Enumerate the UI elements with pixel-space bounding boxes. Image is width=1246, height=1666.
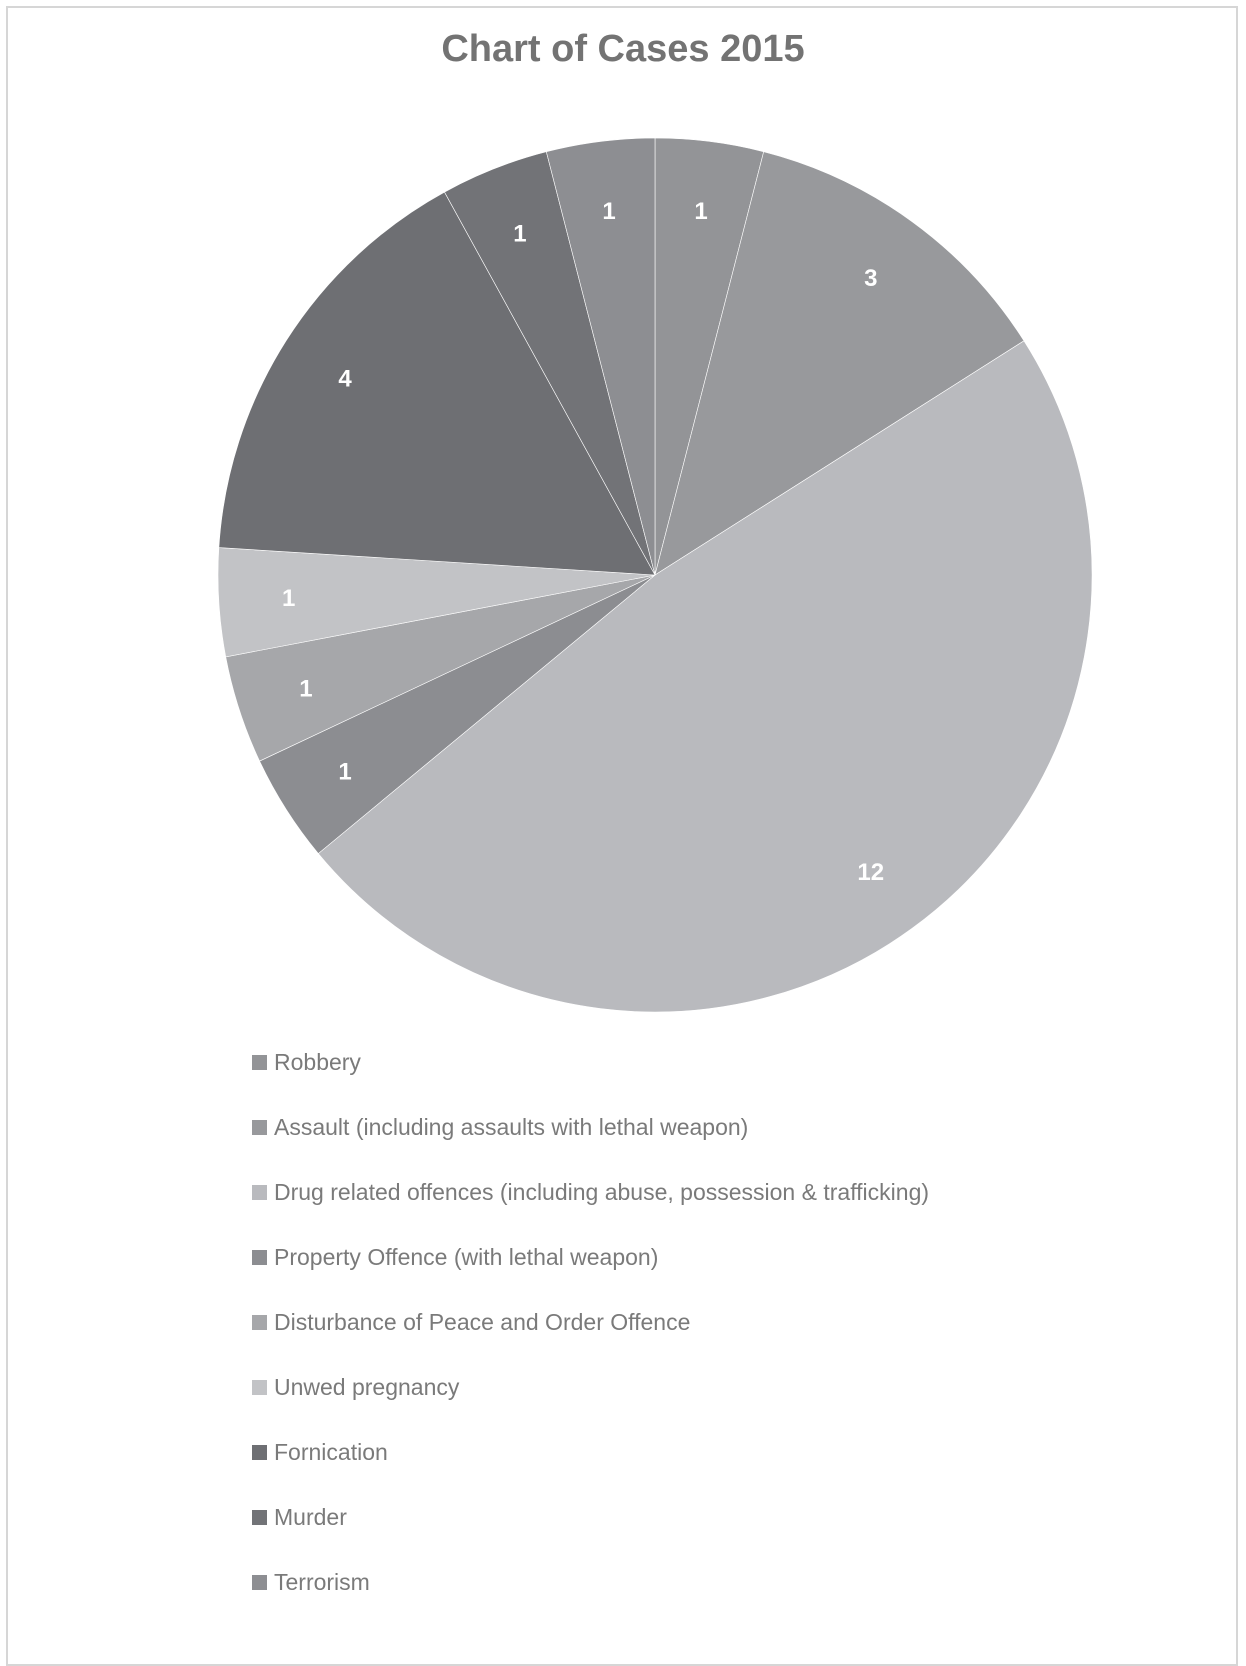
legend-item-terrorism: Terrorism [252, 1550, 929, 1615]
legend-item-robbery: Robbery [252, 1030, 929, 1095]
legend-item-property-offence-with-lethal-weapon: Property Offence (with lethal weapon) [252, 1225, 929, 1290]
data-label-unwed-pregnancy: 1 [282, 585, 295, 612]
data-label-robbery: 1 [694, 198, 707, 225]
legend-item-disturbance-of-peace-and-order-offence: Disturbance of Peace and Order Offence [252, 1290, 929, 1355]
legend-label: Unwed pregnancy [274, 1374, 460, 1400]
pie-slice-assault-including-assaults-with-lethal-weapon [654, 151, 1025, 576]
legend-label: Drug related offences (including abuse, … [274, 1179, 930, 1205]
legend-label: Terrorism [274, 1569, 370, 1595]
pie-slice-drug-related-offences-including-abuse-possession-trafficking [317, 340, 1093, 1013]
legend-swatch [252, 1120, 267, 1135]
data-label-terrorism: 1 [602, 198, 615, 225]
data-label-disturbance-of-peace-and-order-offence: 1 [299, 675, 312, 702]
legend-swatch [252, 1185, 267, 1200]
legend-swatch [252, 1510, 267, 1525]
legend-label: Disturbance of Peace and Order Offence [274, 1309, 691, 1335]
pie-slice-terrorism [545, 137, 656, 576]
legend-swatch [252, 1445, 267, 1460]
legend-swatch [252, 1380, 267, 1395]
pie-chart: 1 3 12 1 1 1 4 1 1 [217, 137, 1093, 1013]
legend-item-unwed-pregnancy: Unwed pregnancy [252, 1355, 929, 1420]
legend-item-fornication: Fornication [252, 1420, 929, 1485]
data-label-property-offence-with-lethal-weapon: 1 [338, 759, 351, 786]
legend-label: Murder [274, 1504, 347, 1530]
legend-swatch [252, 1575, 267, 1590]
legend-label: Fornication [274, 1439, 388, 1465]
legend-label: Assault (including assaults with lethal … [274, 1114, 749, 1140]
legend-item-drug-related-offences-including-abuse-possession-trafficking: Drug related offences (including abuse, … [252, 1160, 929, 1225]
legend-label: Property Offence (with lethal weapon) [274, 1244, 659, 1270]
legend-swatch [252, 1055, 267, 1070]
data-label-drug-related-offences-including-abuse-possession-trafficking: 12 [857, 859, 884, 886]
legend-swatch [252, 1250, 267, 1265]
chart-title: Chart of Cases 2015 [441, 28, 805, 70]
legend-label: Robbery [274, 1049, 361, 1075]
data-label-murder: 1 [513, 221, 526, 248]
pie-slice-fornication [218, 191, 656, 576]
legend-item-murder: Murder [252, 1485, 929, 1550]
data-label-fornication: 4 [338, 365, 352, 392]
legend-item-assault-including-assaults-with-lethal-weapon: Assault (including assaults with lethal … [252, 1095, 929, 1160]
data-label-assault-including-assaults-with-lethal-weapon: 3 [864, 265, 877, 292]
legend-swatch [252, 1315, 267, 1330]
legend: Robbery Assault (including assaults with … [252, 1030, 929, 1615]
